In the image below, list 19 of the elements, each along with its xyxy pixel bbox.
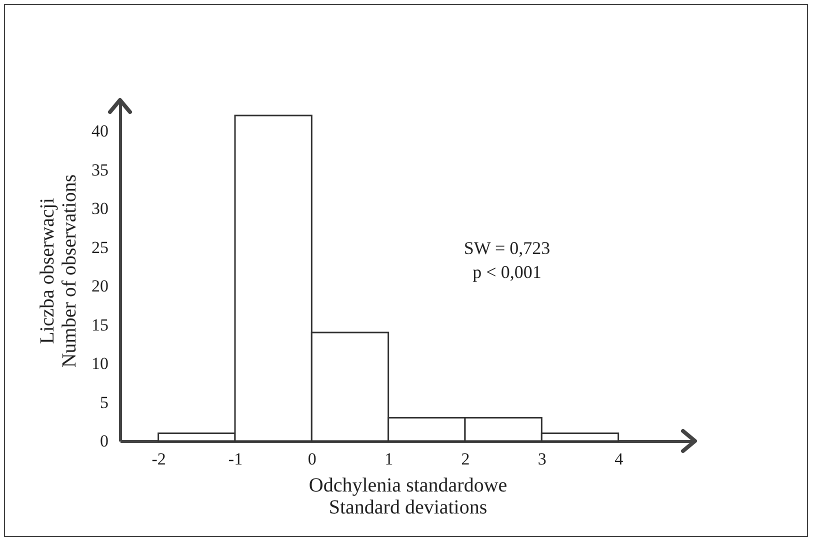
y-tick-label: 5 — [100, 392, 108, 412]
annotation: SW = 0,723 p < 0,001 — [464, 238, 550, 282]
x-tick-label: -2 — [152, 450, 166, 468]
y-tick-label: 10 — [92, 354, 108, 373]
y-tick-label: 25 — [92, 238, 108, 257]
y-tick-label: 15 — [92, 315, 108, 334]
x-tick-label: 4 — [614, 450, 624, 468]
y-tick-label: 35 — [92, 160, 108, 180]
x-tick-label: -1 — [228, 450, 243, 468]
x-axis-title: Odchylenia standardowe Standard deviations — [308, 474, 508, 518]
x-tick-label: 1 — [384, 450, 394, 468]
x-tick-label: 2 — [461, 450, 470, 468]
y-tick-label: 40 — [92, 122, 108, 140]
y-tick-label: 20 — [92, 276, 108, 296]
x-tick-label: 3 — [538, 450, 546, 468]
y-tick-label: 30 — [92, 199, 108, 218]
x-tick-label: 0 — [308, 450, 316, 468]
y-axis-title: Liczba obserwacji Number of observations — [36, 174, 80, 368]
y-tick-label: 0 — [100, 432, 108, 450]
